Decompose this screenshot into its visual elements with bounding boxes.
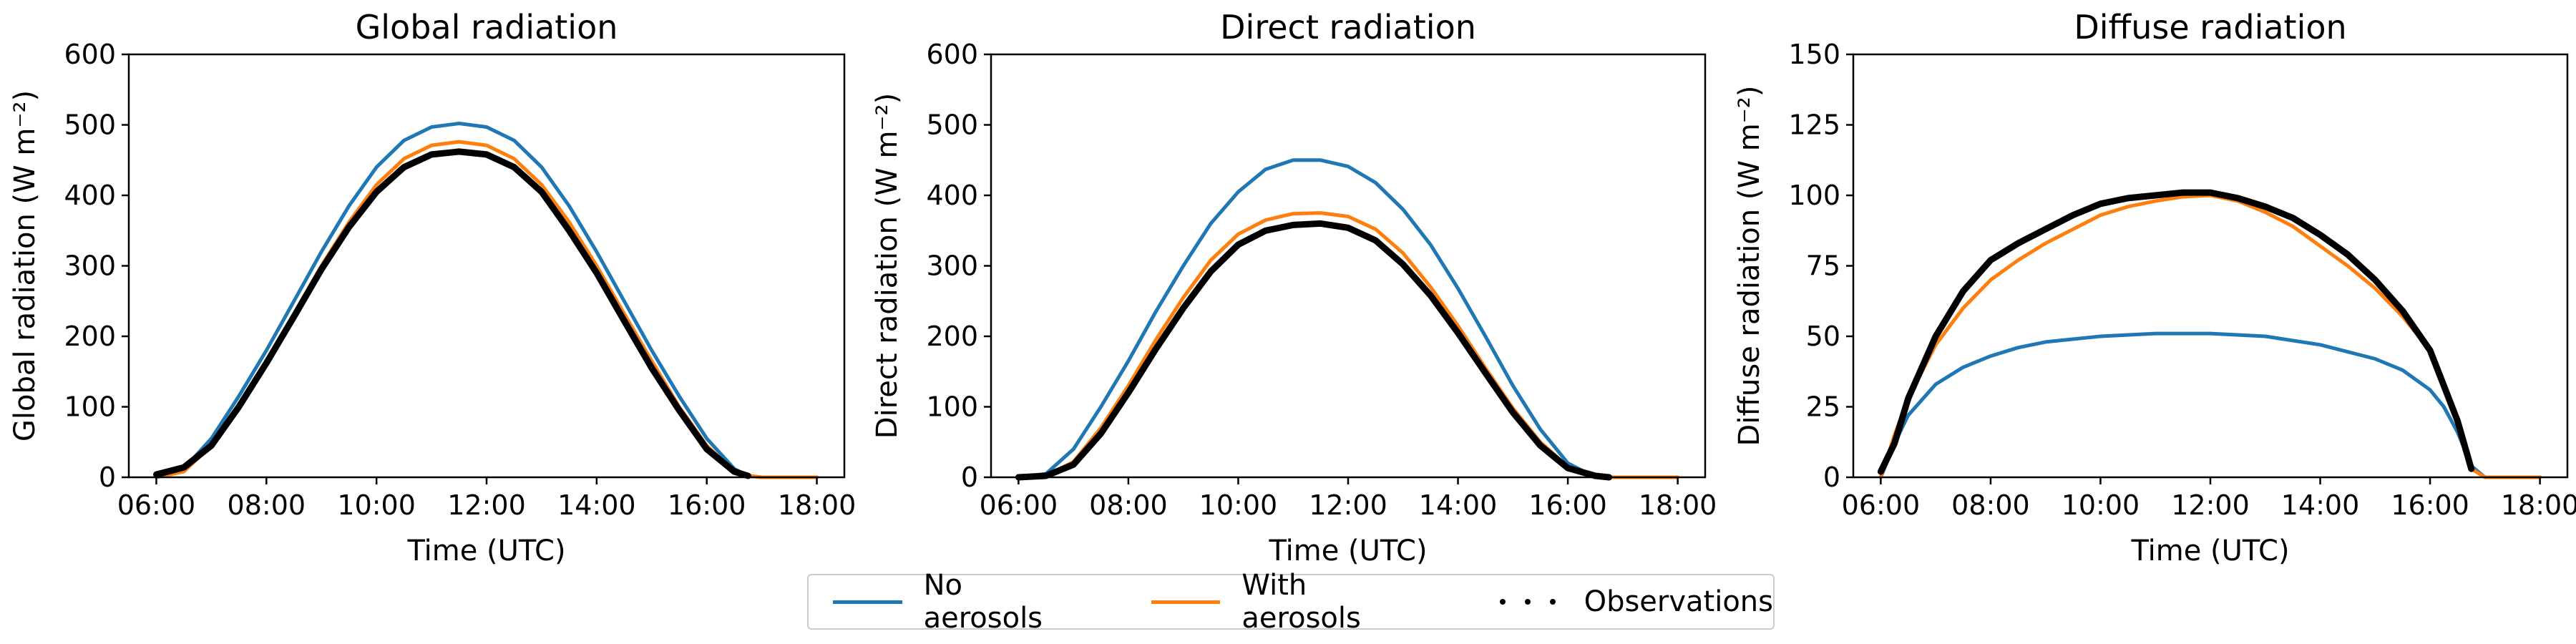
legend-label-observations: Observations [1584, 585, 1773, 618]
y-tick-label: 600 [64, 39, 116, 70]
y-tick-label: 75 [1806, 250, 1840, 282]
x-tick-label: 10:00 [2062, 489, 2140, 521]
x-tick-label: 06:00 [117, 489, 196, 521]
chart-title: Global radiation [356, 8, 618, 47]
y-axis-label: Global radiation (W m⁻²) [9, 90, 42, 441]
legend-entry-no-aerosols: No aerosols [833, 569, 1088, 635]
x-tick-label: 18:00 [1639, 489, 1717, 521]
y-tick-label: 300 [64, 250, 116, 282]
x-tick-label: 12:00 [1309, 489, 1387, 521]
y-tick-label: 200 [64, 321, 116, 352]
axes-frame [1852, 53, 2569, 479]
y-tick-label: 100 [926, 391, 978, 423]
series-line-no-aerosols [155, 122, 819, 479]
series-line-with-aerosols [1878, 193, 2542, 479]
y-tick-label: 25 [1806, 391, 1840, 423]
chart-title: Diffuse radiation [2074, 8, 2346, 47]
x-tick-label: 10:00 [1199, 489, 1278, 521]
x-axis-label: Time (UTC) [1268, 535, 1427, 567]
x-tick-label: 08:00 [1089, 489, 1168, 521]
legend-swatch-observations [1493, 599, 1563, 605]
y-tick-label: 150 [1788, 39, 1840, 70]
x-tick-label: 16:00 [668, 489, 746, 521]
y-tick-label: 500 [64, 109, 116, 141]
chart-panel-3: Diffuse radiation 06:00 08:00 10:00 12:00 14:… [1733, 8, 2576, 567]
x-tick-label: 18:00 [2501, 489, 2576, 521]
y-axis-label: Diffuse radiation (W m⁻²) [1733, 86, 1766, 447]
y-tick-label: 100 [1788, 180, 1840, 211]
y-tick-label: 600 [926, 39, 978, 70]
chart-title: Direct radiation [1220, 8, 1476, 47]
legend-entry-observations: Observations [1493, 585, 1773, 618]
y-tick-label: 300 [926, 250, 978, 282]
chart-panel-2: Direct radiation 06:00 08:00 10:00 12:00 14:0… [871, 8, 1717, 567]
x-axis-label: Time (UTC) [406, 535, 565, 567]
y-tick-label: 200 [926, 321, 978, 352]
x-tick-label: 16:00 [1528, 489, 1607, 521]
series-line-observations [1877, 189, 2475, 475]
x-tick-label: 06:00 [1842, 489, 1921, 521]
y-tick-label: 400 [64, 180, 116, 211]
x-tick-label: 10:00 [337, 489, 416, 521]
y-tick-label: 500 [926, 109, 978, 141]
legend-label-with-aerosols: With aerosols [1241, 569, 1361, 635]
series-line-with-aerosols [1016, 211, 1680, 479]
x-tick-label: 18:00 [778, 489, 857, 521]
legend-swatch-no-aerosols [833, 600, 902, 604]
series-line-with-aerosols [155, 140, 819, 479]
y-tick-label: 100 [64, 391, 116, 423]
x-tick-label: 12:00 [447, 489, 526, 521]
series-line-no-aerosols [1016, 158, 1680, 479]
x-tick-label: 08:00 [1951, 489, 2030, 521]
x-tick-label: 08:00 [228, 489, 306, 521]
series-line-no-aerosols [1878, 331, 2542, 479]
x-tick-label: 12:00 [2171, 489, 2250, 521]
legend: No aerosols With aerosols Observations [807, 569, 1775, 635]
y-tick-label: 125 [1788, 109, 1840, 141]
x-tick-label: 14:00 [1419, 489, 1498, 521]
series-line-observations [153, 148, 751, 479]
y-tick-label: 0 [961, 462, 978, 493]
x-axis-label: Time (UTC) [2130, 535, 2289, 567]
y-tick-label: 0 [1823, 462, 1840, 493]
legend-swatch-with-aerosols [1151, 600, 1221, 604]
y-tick-label: 50 [1806, 321, 1840, 352]
x-tick-label: 06:00 [980, 489, 1058, 521]
y-axis-label: Direct radiation (W m⁻²) [871, 93, 904, 439]
x-tick-label: 14:00 [557, 489, 636, 521]
y-tick-label: 0 [99, 462, 116, 493]
legend-label-no-aerosols: No aerosols [923, 569, 1043, 635]
x-tick-label: 16:00 [2391, 489, 2469, 521]
x-tick-label: 14:00 [2281, 489, 2360, 521]
y-tick-label: 400 [926, 180, 978, 211]
chart-panel-1: Global radiation 06:00 08:00 10:00 12:00 14:0… [9, 8, 856, 567]
series-line-observations [1015, 220, 1613, 481]
legend-entry-with-aerosols: With aerosols [1151, 569, 1433, 635]
